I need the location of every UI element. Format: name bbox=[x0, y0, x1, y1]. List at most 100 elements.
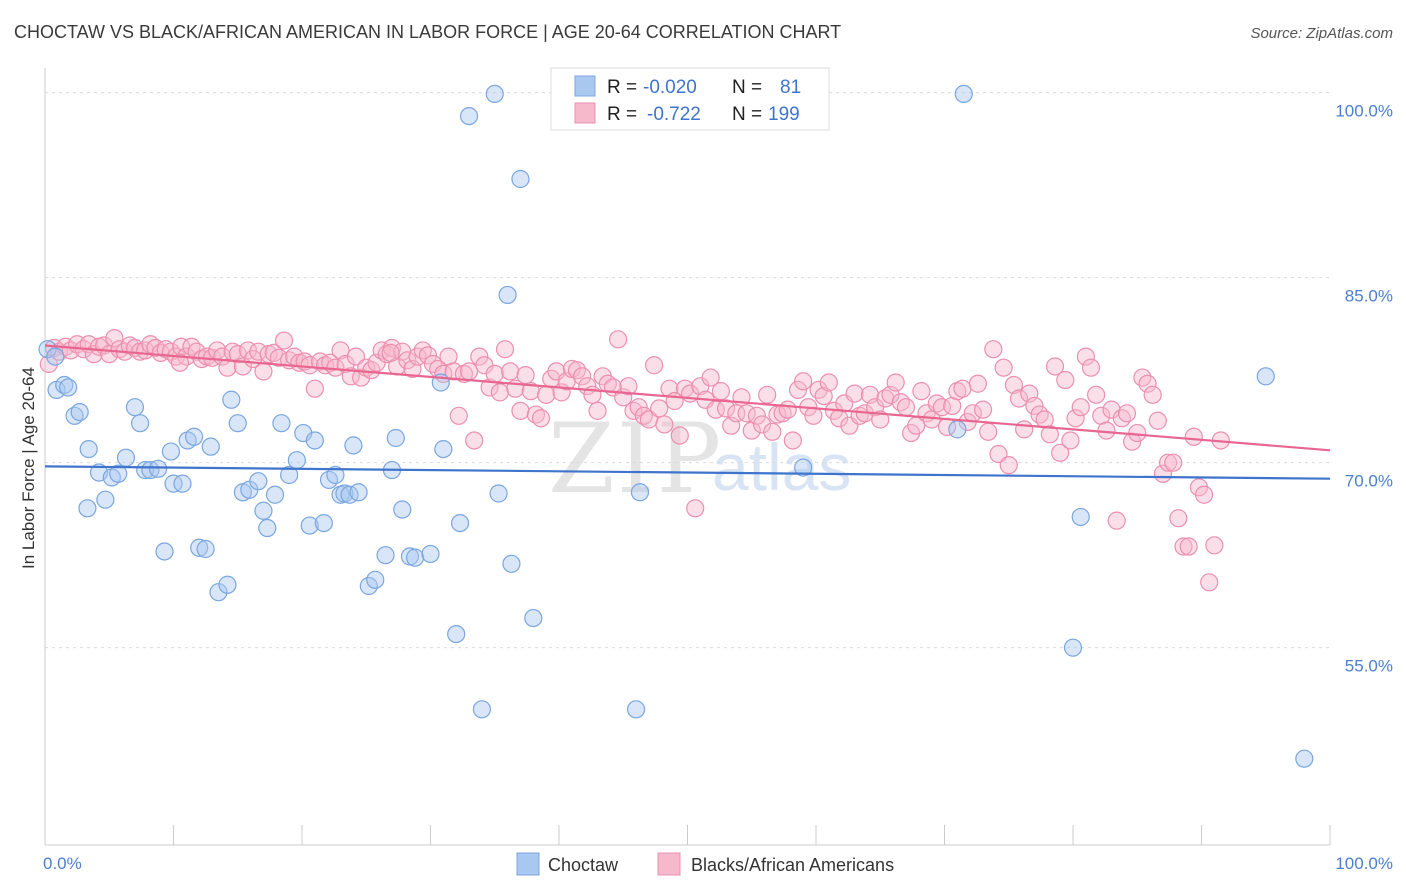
data-point bbox=[109, 464, 128, 483]
data-point bbox=[670, 426, 689, 445]
watermark-atlas: atlas bbox=[712, 430, 851, 504]
data-point bbox=[38, 340, 57, 359]
data-point bbox=[502, 554, 521, 573]
data-point bbox=[78, 499, 97, 518]
data-point bbox=[190, 538, 209, 557]
data-point bbox=[218, 575, 237, 594]
source-label: Source: ZipAtlas.com bbox=[1250, 25, 1393, 42]
data-point bbox=[305, 379, 324, 398]
data-point bbox=[421, 544, 440, 564]
legend-n-label-2: N = bbox=[732, 104, 762, 125]
data-point bbox=[352, 368, 371, 387]
data-point bbox=[1205, 536, 1224, 555]
data-point bbox=[472, 700, 491, 719]
legend-swatch-black-bottom bbox=[657, 852, 681, 876]
data-point bbox=[287, 451, 306, 470]
legend-r-label-1: R = bbox=[607, 77, 637, 98]
data-point bbox=[130, 414, 150, 433]
data-point bbox=[511, 169, 530, 189]
data-point bbox=[516, 366, 535, 385]
data-point bbox=[954, 84, 973, 104]
data-point bbox=[1169, 509, 1188, 528]
data-point bbox=[148, 459, 168, 478]
data-point bbox=[1138, 374, 1157, 393]
correlation-legend: R = -0.020 N = 81 R = -0.722 N = 199 bbox=[550, 67, 830, 131]
data-point bbox=[254, 501, 273, 520]
scatter-points bbox=[38, 84, 1314, 768]
data-point bbox=[783, 431, 802, 450]
data-point bbox=[1066, 409, 1085, 428]
data-point bbox=[485, 84, 504, 104]
data-point bbox=[655, 415, 674, 434]
data-point bbox=[701, 368, 720, 387]
data-point bbox=[1063, 638, 1083, 657]
data-point bbox=[896, 398, 916, 417]
data-point bbox=[280, 465, 299, 485]
data-point bbox=[1071, 398, 1090, 417]
data-point bbox=[804, 406, 823, 425]
data-point bbox=[182, 337, 201, 356]
data-point bbox=[1143, 385, 1162, 404]
data-point bbox=[501, 362, 520, 381]
data-point bbox=[498, 285, 517, 305]
legend-n-value-2: 199 bbox=[768, 104, 800, 125]
data-point bbox=[521, 382, 540, 401]
data-point bbox=[393, 500, 412, 519]
data-point bbox=[953, 379, 972, 398]
data-point bbox=[727, 404, 746, 423]
x-tick-label-end: 100.0% bbox=[1335, 854, 1393, 873]
y-tick-label: 85.0% bbox=[1345, 287, 1393, 306]
legend-swatch-black bbox=[574, 102, 596, 124]
data-point bbox=[265, 485, 285, 504]
data-point bbox=[1030, 405, 1049, 424]
data-point bbox=[573, 367, 592, 386]
data-point bbox=[264, 343, 283, 362]
data-point bbox=[626, 700, 646, 719]
data-point bbox=[619, 377, 638, 396]
data-point bbox=[449, 406, 468, 425]
data-point bbox=[1194, 485, 1214, 504]
data-point bbox=[249, 472, 268, 491]
data-point bbox=[196, 539, 215, 559]
data-point bbox=[376, 546, 395, 565]
data-point bbox=[184, 427, 204, 446]
data-point bbox=[346, 347, 366, 366]
data-point bbox=[331, 341, 350, 360]
data-point bbox=[326, 465, 345, 485]
data-point bbox=[984, 340, 1003, 359]
x-tick-labels: 0.0% 100.0% bbox=[43, 854, 1393, 873]
data-point bbox=[79, 440, 98, 459]
data-point bbox=[170, 353, 190, 372]
legend-swatch-choctaw-bottom bbox=[516, 852, 540, 876]
data-point bbox=[630, 483, 650, 502]
data-point bbox=[386, 428, 405, 448]
legend-n-label-1: N = bbox=[732, 77, 762, 98]
data-point bbox=[588, 401, 607, 420]
data-point bbox=[778, 400, 797, 419]
data-point bbox=[1081, 358, 1101, 377]
data-point bbox=[537, 385, 556, 404]
data-point bbox=[1158, 453, 1178, 472]
data-point bbox=[1148, 411, 1167, 430]
data-point bbox=[524, 608, 543, 628]
data-point bbox=[1107, 511, 1126, 530]
trend-line bbox=[44, 344, 1331, 452]
data-point bbox=[1071, 507, 1090, 527]
data-point bbox=[228, 414, 247, 433]
data-point bbox=[447, 624, 466, 644]
data-point bbox=[1076, 347, 1095, 366]
data-point bbox=[1295, 749, 1314, 768]
data-point bbox=[450, 513, 470, 533]
data-point bbox=[305, 431, 324, 450]
data-point bbox=[1200, 573, 1219, 592]
data-point bbox=[39, 354, 58, 374]
data-point bbox=[1112, 409, 1131, 428]
data-point bbox=[763, 422, 782, 441]
data-point bbox=[1061, 431, 1080, 450]
data-point bbox=[968, 374, 988, 393]
data-point bbox=[711, 382, 731, 401]
data-point bbox=[222, 390, 241, 409]
data-point bbox=[1056, 370, 1075, 390]
data-point bbox=[794, 458, 813, 477]
data-point bbox=[485, 364, 504, 383]
